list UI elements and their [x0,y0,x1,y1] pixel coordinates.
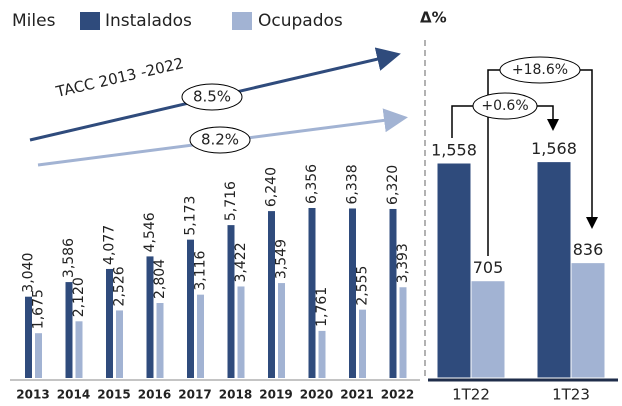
x-tick-label: 2013 [16,388,49,402]
unit-label: Miles [12,11,56,31]
bar [308,208,316,378]
bar [349,208,356,378]
bar [359,309,366,378]
badge [499,56,581,84]
bar [470,280,506,379]
value-label: 2,555 [355,266,371,306]
value-label: 1,568 [531,139,577,158]
bar [156,303,164,378]
bar [35,333,42,378]
value-label: 3,422 [233,242,249,282]
value-label: 705 [473,258,504,277]
value-label: 2,526 [112,266,128,306]
value-label: 1,761 [314,287,330,327]
legend-swatch [80,12,100,30]
x-tick-label: 2021 [340,388,373,402]
value-label: 6,240 [264,167,280,207]
value-label: 3,586 [61,238,77,278]
annotation: 8.5% [193,88,231,106]
value-label: 4,546 [142,212,158,252]
value-label: 3,393 [395,243,411,283]
bar [65,282,73,378]
x-tick-label: 2020 [300,388,333,402]
value-label: 5,173 [183,196,199,236]
legend-label: Ocupados [258,11,343,31]
value-label: 1,558 [431,141,477,160]
value-label: 6,338 [345,164,361,204]
value-label: 3,549 [274,239,290,279]
bar [389,208,397,378]
bar [75,321,83,378]
value-label: 6,320 [385,165,401,205]
bar [399,287,407,378]
bar [106,268,113,378]
bar [278,283,285,378]
bar [25,296,32,378]
value-label: 3,040 [21,253,37,293]
value-label: 3,116 [193,250,209,290]
badge [181,83,243,111]
badge [472,92,538,120]
annotation: TACC 2013 -2022 [53,54,185,101]
value-label: 1,675 [31,289,47,329]
legend-swatch [232,12,252,30]
bar [570,262,606,379]
value-label: 6,356 [304,164,320,204]
panel-title: Δ% [420,9,447,27]
bar [237,286,245,378]
x-tick-label: 2018 [219,388,252,402]
bar [227,225,235,378]
bar [318,330,326,378]
value-label: 4,077 [102,225,118,265]
x-tick-label: 2016 [138,388,171,402]
bar [197,294,204,378]
annotation: 8.2% [201,131,239,149]
value-label: 2,804 [152,259,168,299]
bar [116,310,123,378]
annotation: +0.6% [481,98,528,114]
annotation: +18.6% [512,62,568,78]
x-tick-label: 1T23 [552,386,590,404]
value-label: 5,716 [223,181,239,221]
x-tick-label: 2019 [259,388,292,402]
bar [436,162,472,379]
x-tick-label: 2022 [381,388,414,402]
badge [189,126,251,154]
x-tick-label: 2014 [57,388,90,402]
bar [536,161,572,379]
x-tick-label: 2017 [178,388,211,402]
value-label: 2,120 [71,277,87,317]
x-tick-label: 1T22 [452,386,490,404]
bar [268,211,275,378]
x-tick-label: 2015 [97,388,130,402]
bar [187,239,194,378]
bar [146,256,154,378]
value-label: 836 [573,240,604,259]
legend-label: Instalados [105,11,192,31]
